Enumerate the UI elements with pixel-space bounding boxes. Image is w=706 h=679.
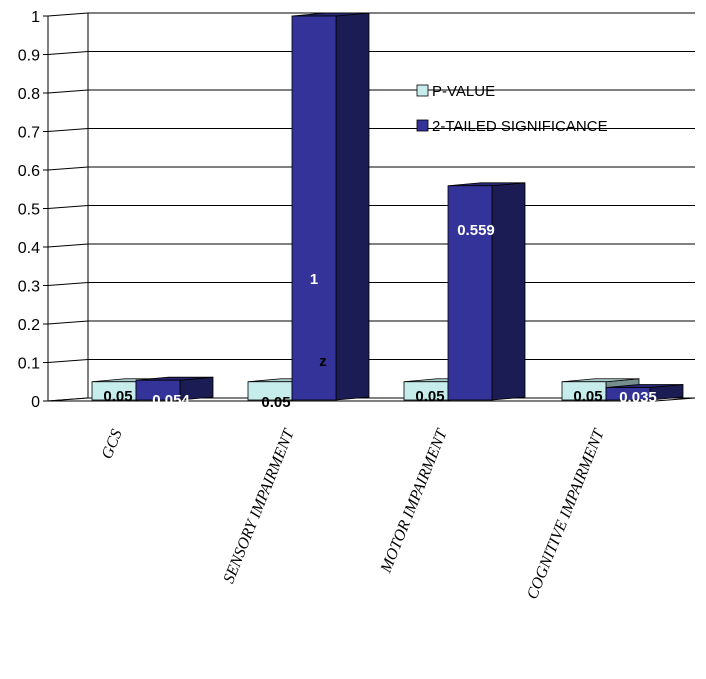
y-tick-label: 0.8 [18, 86, 40, 103]
category-label-1: SENSORY IMPAIRMENT [220, 426, 298, 586]
gridline-side [47, 12, 89, 17]
gridline-side [47, 282, 89, 286]
data-labels: 0.05 0.05 0.05 0.05 0.054 1 0.559 0.035 [103, 222, 656, 411]
y-tick-label: 0.7 [18, 125, 40, 142]
gridline-side [47, 243, 89, 248]
bar-1-1 [291, 15, 337, 401]
data-label-0-0: 0.05 [103, 388, 132, 405]
bar-1-0 [135, 379, 181, 401]
data-label-0-3: 0.05 [573, 388, 602, 405]
y-tick-label: 0.5 [18, 202, 40, 219]
data-label-1-2: 0.559 [457, 222, 495, 239]
bars [91, 12, 684, 401]
y-tick-labels: 0 0.1 0.2 0.3 0.4 0.5 0.6 0.7 0.8 0.9 1 [18, 9, 40, 411]
y-tick-label: 0.4 [18, 240, 40, 257]
gridline-side [47, 320, 89, 325]
legend-swatch-0 [416, 84, 429, 97]
category-label-2: MOTOR IMPAIRMENT [377, 426, 451, 576]
data-label-0-1: 0.05 [261, 394, 290, 411]
data-label-1-1: 1 [310, 271, 318, 288]
gridlines [47, 12, 695, 402]
legend-label-1: 2-TAILED SIGNIFICANCE [432, 118, 608, 135]
gridline-side [47, 359, 89, 363]
y-tick-label: 0 [31, 394, 40, 411]
bar-1-3 [605, 387, 651, 401]
data-label-1-0: 0.054 [152, 392, 190, 409]
category-label-0: GCS [99, 427, 126, 461]
gridline-side [47, 89, 89, 94]
bar-1-2 [447, 185, 493, 401]
y-tick-label: 0.2 [18, 317, 40, 334]
y-tick-label: 0.1 [18, 356, 40, 373]
legend-swatch-1 [416, 119, 429, 132]
y-tick-label: 0.3 [18, 279, 40, 296]
category-label-3: COGNITIVE IMPAIRMENT [524, 426, 608, 602]
gridline-side [47, 166, 89, 171]
gridline-side [47, 205, 89, 209]
gridline-side [47, 51, 89, 55]
data-label-1-3: 0.035 [619, 389, 657, 406]
annotation-label: z [319, 353, 327, 370]
y-tick-label: 0.9 [18, 48, 40, 65]
chart-floor [47, 397, 696, 402]
y-tick-label: 0.6 [18, 163, 40, 180]
legend-label-0: P-VALUE [432, 83, 495, 100]
axes [43, 13, 696, 402]
gridline-side [47, 128, 89, 132]
bar-side-1-2 [491, 182, 526, 401]
bar-side-1-1 [335, 12, 370, 401]
legend: P-VALUE 2-TAILED SIGNIFICANCE [416, 83, 608, 135]
data-label-0-2: 0.05 [415, 388, 444, 405]
category-labels: GCS SENSORY IMPAIRMENT MOTOR IMPAIRMENT COG… [99, 426, 609, 602]
y-tick-label: 1 [31, 9, 40, 26]
